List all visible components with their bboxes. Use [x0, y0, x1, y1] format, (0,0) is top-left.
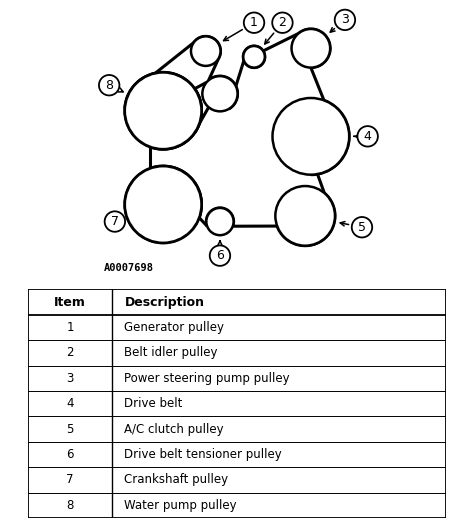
Text: 2: 2: [279, 16, 286, 29]
Text: 8: 8: [66, 499, 74, 512]
Circle shape: [273, 98, 349, 175]
Circle shape: [275, 186, 335, 246]
Text: 6: 6: [216, 249, 224, 262]
Circle shape: [210, 246, 230, 266]
Circle shape: [202, 76, 237, 112]
Circle shape: [206, 208, 234, 235]
Text: Drive belt: Drive belt: [124, 397, 183, 410]
Text: A/C clutch pulley: A/C clutch pulley: [124, 422, 224, 436]
Text: 8: 8: [105, 79, 113, 92]
Text: 5: 5: [66, 422, 74, 436]
Text: 4: 4: [364, 130, 372, 143]
Circle shape: [335, 9, 355, 30]
Circle shape: [125, 73, 201, 149]
Text: Water pump pulley: Water pump pulley: [124, 499, 237, 512]
Circle shape: [272, 13, 292, 33]
Text: Generator pulley: Generator pulley: [124, 321, 224, 334]
Text: A0007698: A0007698: [103, 262, 154, 272]
Text: 3: 3: [66, 372, 74, 385]
Text: 3: 3: [341, 13, 349, 26]
Text: 4: 4: [66, 397, 74, 410]
Text: Crankshaft pulley: Crankshaft pulley: [124, 473, 228, 487]
Circle shape: [191, 36, 220, 66]
Circle shape: [357, 126, 378, 147]
Text: Item: Item: [54, 296, 86, 309]
Circle shape: [125, 166, 201, 243]
Text: Drive belt tensioner pulley: Drive belt tensioner pulley: [124, 448, 282, 461]
Text: 5: 5: [358, 221, 366, 234]
Text: 1: 1: [250, 16, 258, 29]
FancyBboxPatch shape: [28, 289, 446, 518]
Text: 7: 7: [66, 473, 74, 487]
Circle shape: [292, 29, 330, 68]
Text: 2: 2: [66, 346, 74, 359]
Circle shape: [99, 75, 119, 95]
Circle shape: [352, 217, 372, 237]
Circle shape: [243, 46, 265, 68]
Text: 7: 7: [111, 215, 119, 228]
Text: Description: Description: [124, 296, 204, 309]
Circle shape: [105, 211, 125, 232]
Text: 1: 1: [66, 321, 74, 334]
Text: 6: 6: [66, 448, 74, 461]
Text: Belt idler pulley: Belt idler pulley: [124, 346, 218, 359]
Circle shape: [244, 13, 264, 33]
Text: Power steering pump pulley: Power steering pump pulley: [124, 372, 290, 385]
